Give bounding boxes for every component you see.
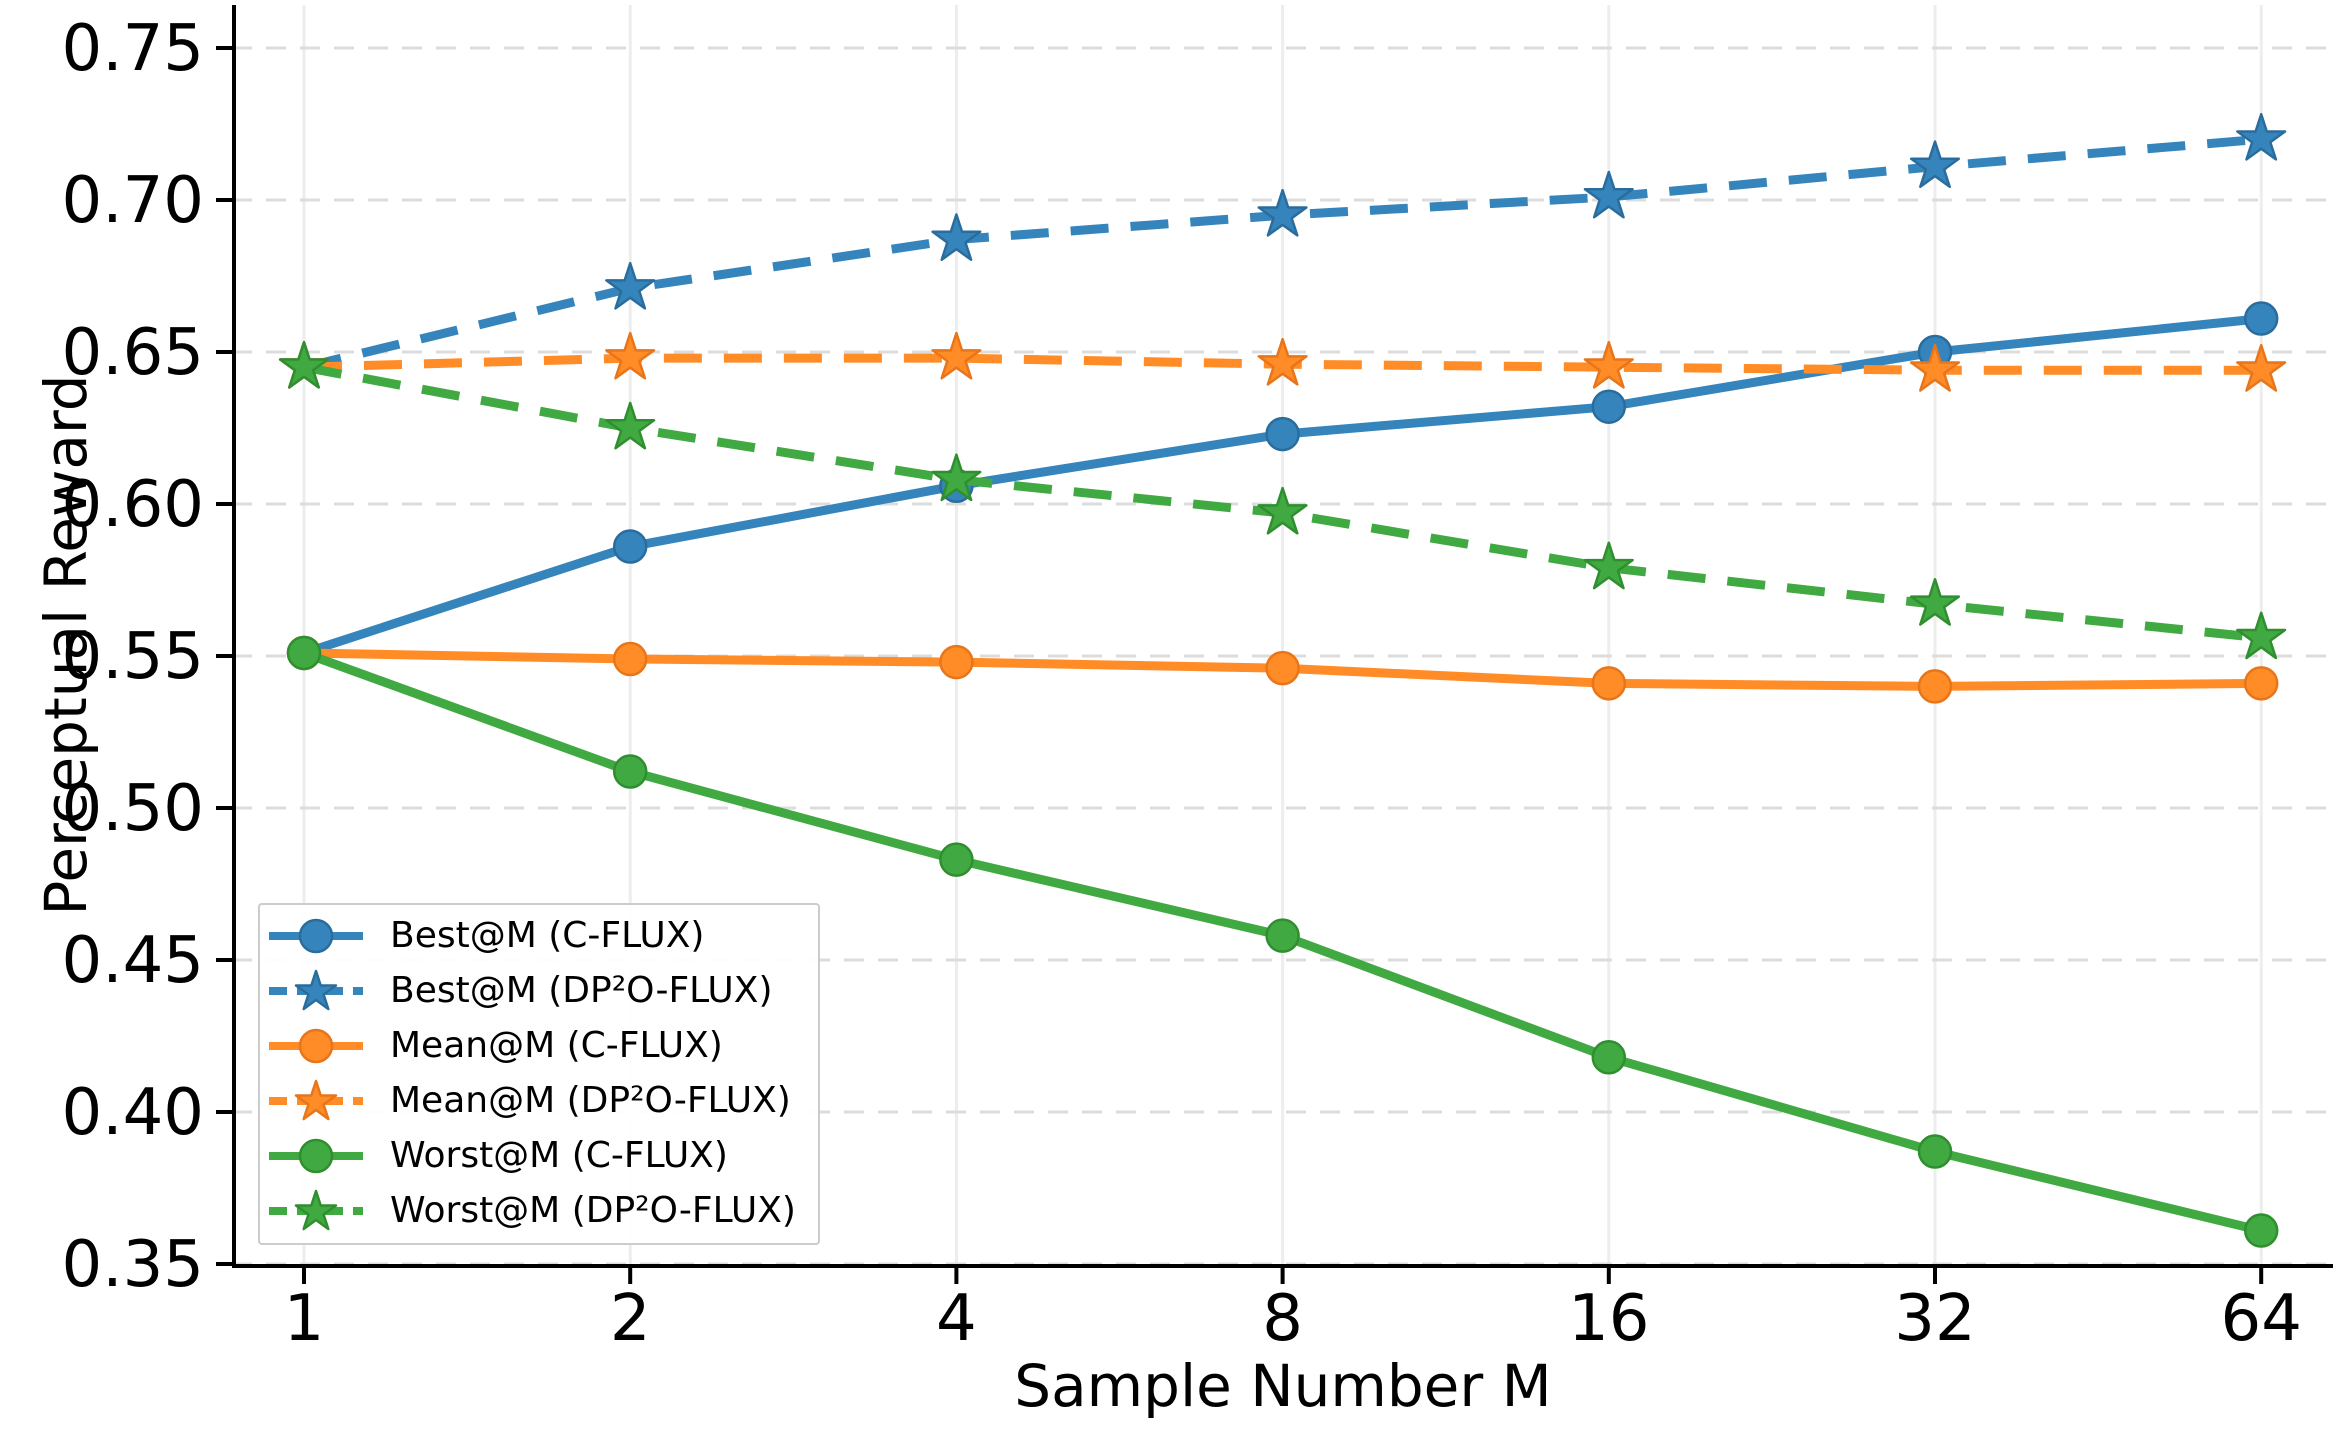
data-point-star (931, 213, 982, 261)
y-tick-label: 0.40 (62, 1076, 205, 1150)
data-point-circle (2243, 1213, 2279, 1248)
data-point-star (1909, 343, 1961, 392)
data-point-circle (939, 842, 974, 877)
legend-label: Best@M (C-FLUX) (390, 915, 705, 956)
data-point-circle (1917, 1134, 1953, 1169)
data-point-star (1583, 340, 1634, 389)
legend-star-marker-icon (269, 1189, 363, 1230)
y-tick-label: 0.45 (62, 924, 205, 998)
legend-label: Worst@M (DP²O-FLUX) (390, 1190, 796, 1231)
data-point-star (1257, 486, 1308, 535)
legend-label: Mean@M (C-FLUX) (390, 1025, 723, 1066)
legend-item-0: Best@M (C-FLUX) (266, 908, 796, 963)
legend-label: Worst@M (C-FLUX) (390, 1135, 728, 1176)
data-point-star (1583, 170, 1634, 219)
data-point-circle (286, 635, 322, 671)
y-axis-label: Perceptual Reward (32, 374, 100, 916)
legend-circle-marker-icon (269, 1028, 363, 1063)
data-point-star (1909, 140, 1961, 189)
data-point-star (931, 331, 982, 380)
legend-item-3: Mean@M (DP²O-FLUX) (266, 1073, 796, 1128)
legend-circle-marker-icon (269, 918, 363, 953)
legend-item-2: Mean@M (C-FLUX) (266, 1018, 796, 1073)
data-point-circle (2243, 666, 2279, 701)
data-point-star (1909, 578, 1961, 626)
x-tick-label: 4 (936, 1282, 977, 1356)
legend-item-1: Best@M (DP²O-FLUX) (266, 963, 796, 1018)
legend-item-4: Worst@M (C-FLUX) (266, 1128, 796, 1183)
y-tick-label: 0.75 (62, 12, 205, 86)
data-point-circle (2243, 301, 2279, 336)
data-point-circle (612, 754, 648, 789)
data-point-circle (1591, 389, 1627, 424)
data-point-circle (1591, 1040, 1627, 1075)
legend-circle-marker-icon (269, 1138, 363, 1173)
data-point-star (278, 340, 330, 389)
data-point-star (1257, 337, 1308, 386)
legend-star-marker-icon (269, 969, 363, 1010)
x-axis-label: Sample Number M (1014, 1352, 1552, 1420)
x-tick-label: 8 (1262, 1282, 1303, 1356)
data-point-circle (939, 644, 974, 680)
x-tick-label: 64 (2220, 1282, 2301, 1356)
x-tick-label: 1 (284, 1282, 325, 1356)
legend: Best@M (C-FLUX) Best@M (DP²O-FLUX) Mean@M … (258, 903, 820, 1245)
legend-label: Best@M (DP²O-FLUX) (390, 970, 773, 1011)
y-tick-label: 0.55 (62, 620, 205, 694)
legend-star-marker-icon (269, 1079, 363, 1120)
data-point-star (1257, 188, 1308, 237)
data-point-star (2236, 611, 2287, 660)
legend-label: Mean@M (DP²O-FLUX) (390, 1080, 791, 1121)
data-point-star (605, 261, 656, 310)
y-tick-label: 0.70 (62, 164, 205, 238)
legend-item-5: Worst@M (DP²O-FLUX) (266, 1183, 796, 1238)
y-tick-label: 0.35 (62, 1228, 205, 1302)
data-point-star (605, 331, 656, 380)
data-point-circle (1265, 650, 1300, 686)
y-tick-label: 0.50 (62, 772, 205, 846)
data-point-circle (612, 529, 648, 564)
data-point-star (1583, 541, 1634, 590)
data-point-circle (612, 641, 648, 677)
x-tick-label: 2 (610, 1282, 651, 1356)
data-point-circle (1591, 666, 1627, 701)
data-point-star (605, 401, 656, 450)
data-point-circle (1917, 669, 1953, 704)
x-tick-label: 16 (1568, 1282, 1649, 1356)
y-tick-label: 0.60 (62, 468, 205, 542)
data-point-star (931, 453, 982, 502)
x-tick-label: 32 (1894, 1282, 1975, 1356)
data-point-star (2236, 112, 2287, 161)
data-point-circle (1265, 918, 1300, 953)
data-point-circle (1265, 416, 1300, 452)
data-point-star (2236, 343, 2287, 392)
y-tick-label: 0.65 (62, 316, 205, 390)
